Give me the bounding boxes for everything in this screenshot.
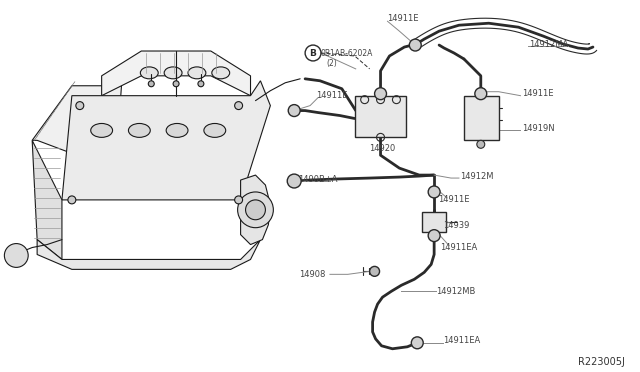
Text: 1490B+A: 1490B+A — [298, 174, 338, 183]
Text: 14911EA: 14911EA — [440, 243, 477, 252]
Circle shape — [148, 81, 154, 87]
Text: 14939: 14939 — [443, 221, 470, 230]
Ellipse shape — [91, 124, 113, 137]
Polygon shape — [241, 175, 270, 244]
Ellipse shape — [129, 124, 150, 137]
Text: 14912MB: 14912MB — [436, 287, 476, 296]
Circle shape — [235, 196, 243, 204]
FancyBboxPatch shape — [422, 212, 446, 232]
Text: 14912M: 14912M — [460, 171, 493, 180]
Text: 14911E: 14911E — [438, 195, 470, 204]
Circle shape — [4, 244, 28, 267]
Polygon shape — [62, 81, 270, 200]
Text: 14920: 14920 — [369, 144, 395, 153]
Circle shape — [68, 196, 76, 204]
Text: 14911E: 14911E — [522, 89, 554, 98]
Polygon shape — [355, 96, 406, 137]
Polygon shape — [102, 51, 250, 96]
Ellipse shape — [166, 124, 188, 137]
Circle shape — [412, 337, 423, 349]
Text: (2): (2) — [326, 60, 337, 68]
Ellipse shape — [164, 67, 182, 79]
Text: R223005J: R223005J — [578, 357, 625, 367]
Circle shape — [410, 39, 421, 51]
Text: 14912MA: 14912MA — [529, 39, 569, 49]
Text: 14911E: 14911E — [316, 91, 348, 100]
Ellipse shape — [140, 67, 158, 79]
Circle shape — [428, 230, 440, 241]
Ellipse shape — [188, 67, 206, 79]
Circle shape — [374, 88, 387, 100]
Text: B: B — [310, 48, 317, 58]
Polygon shape — [32, 86, 122, 155]
Circle shape — [237, 192, 273, 228]
Text: 14908: 14908 — [299, 270, 326, 279]
Circle shape — [475, 88, 487, 100]
Circle shape — [288, 105, 300, 116]
Text: 14911E: 14911E — [387, 14, 419, 23]
Text: 14911EA: 14911EA — [443, 336, 481, 345]
Circle shape — [370, 266, 380, 276]
Circle shape — [246, 200, 266, 220]
Ellipse shape — [212, 67, 230, 79]
Polygon shape — [32, 140, 62, 259]
Polygon shape — [464, 96, 499, 140]
Circle shape — [235, 102, 243, 110]
Circle shape — [428, 186, 440, 198]
Circle shape — [76, 102, 84, 110]
Circle shape — [477, 88, 484, 96]
Circle shape — [477, 140, 484, 148]
Circle shape — [173, 81, 179, 87]
Circle shape — [287, 174, 301, 188]
Ellipse shape — [204, 124, 226, 137]
Text: 0B1AB-6202A: 0B1AB-6202A — [321, 48, 373, 58]
Polygon shape — [37, 240, 260, 269]
Text: 14919N: 14919N — [522, 124, 555, 133]
Circle shape — [198, 81, 204, 87]
